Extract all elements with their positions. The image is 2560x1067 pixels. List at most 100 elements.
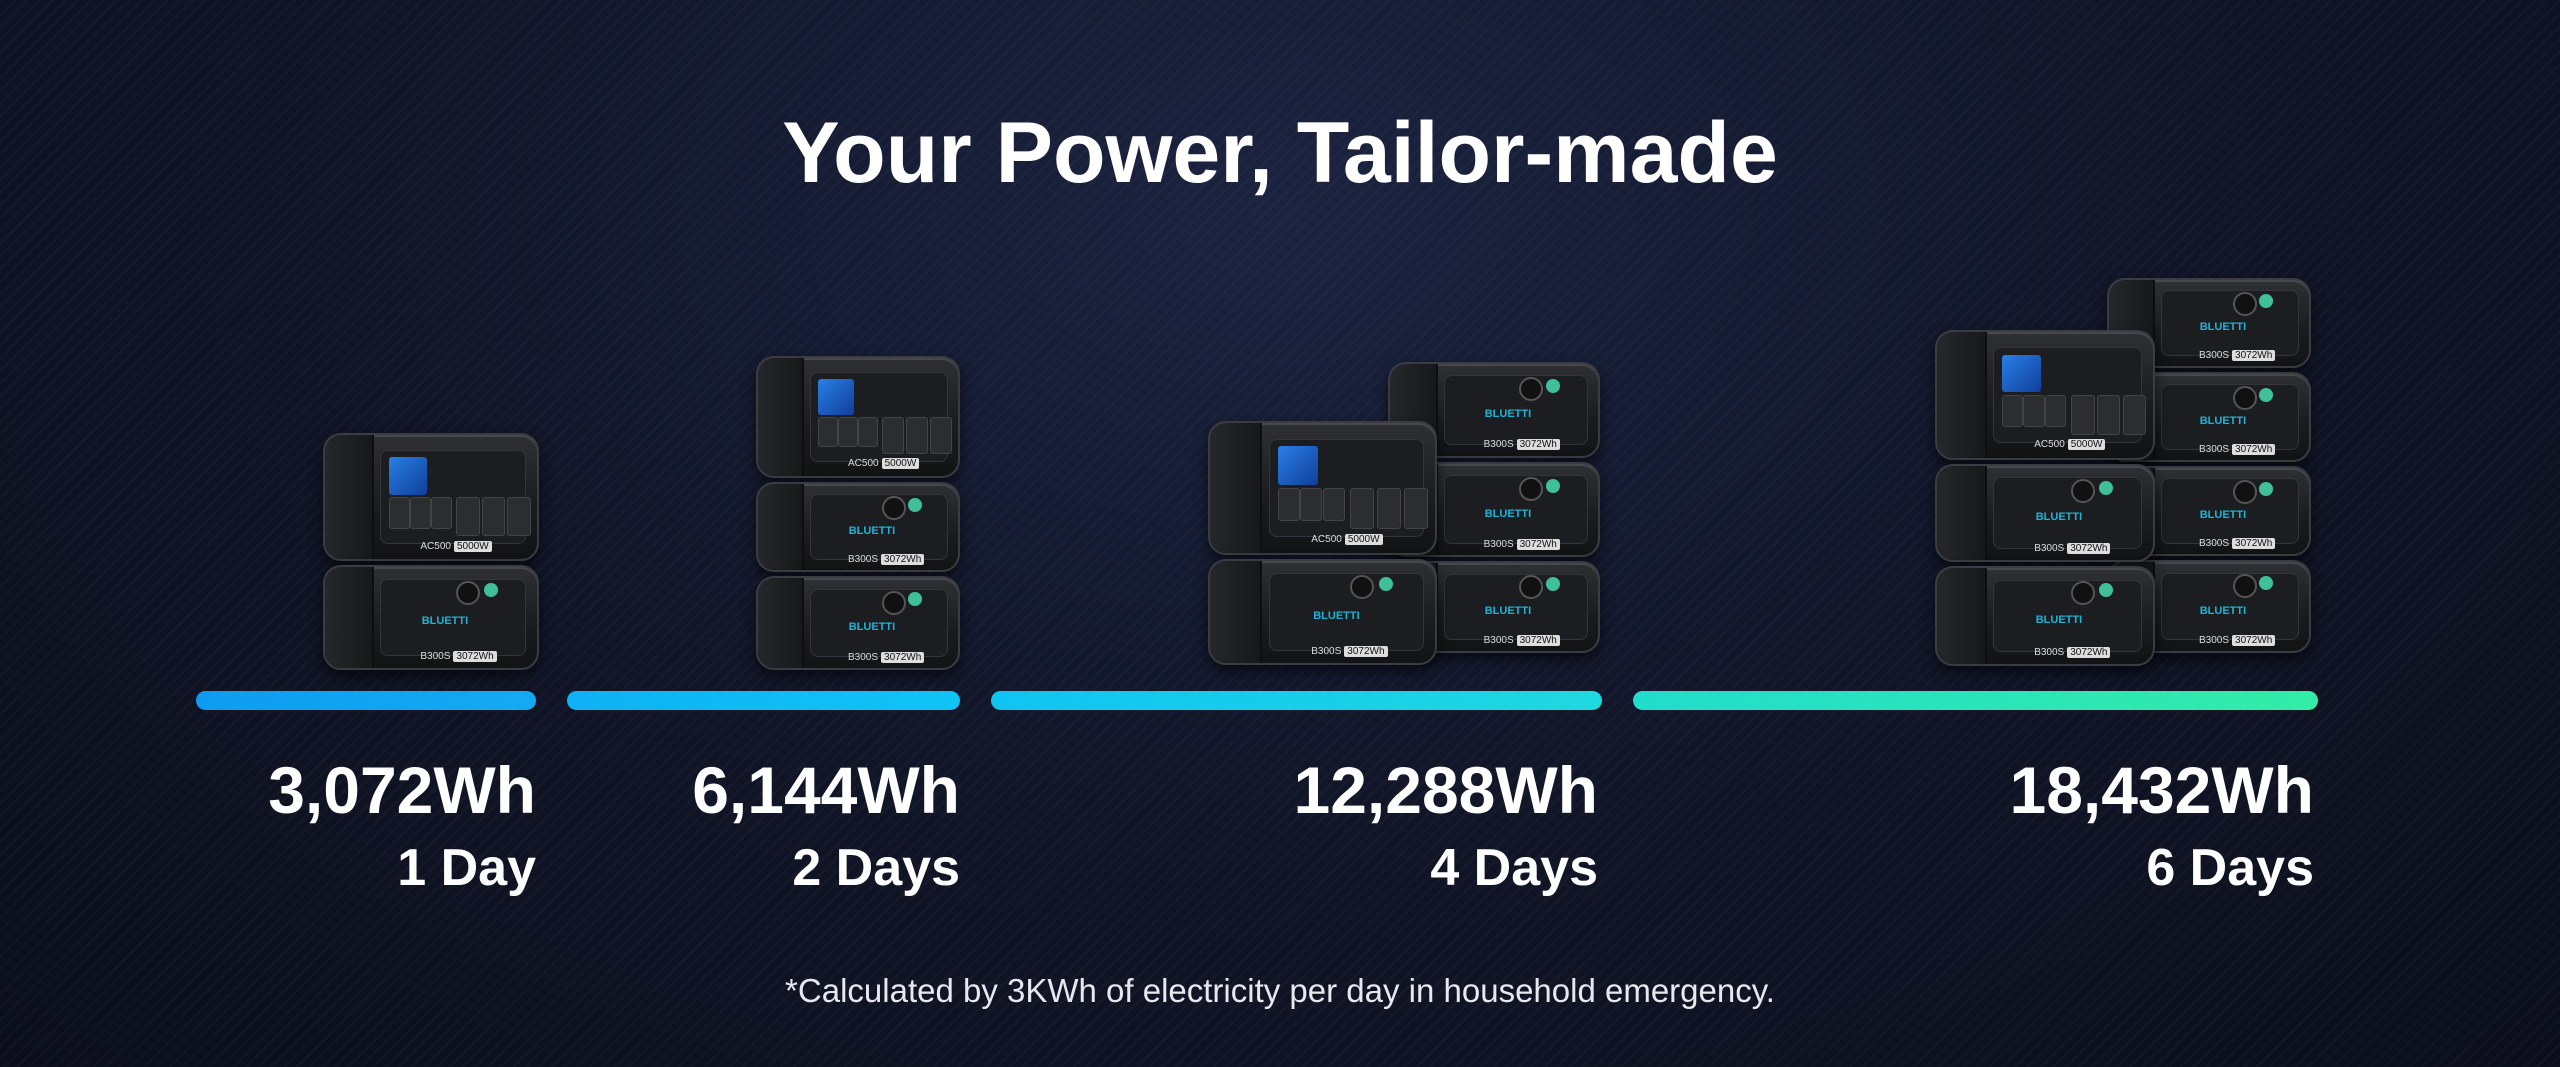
model-name: AC500 [848,457,879,469]
capacity-bar-3 [991,691,1602,710]
lcd-screen [818,379,854,415]
model-name: AC500 [1311,534,1342,546]
handle [1210,423,1262,553]
outlet-icon [2070,395,2095,435]
front-panel [380,579,527,656]
outlet-icon [388,497,410,529]
brand-logo: BLUETTI [1484,507,1532,520]
power-button-icon [2233,480,2257,505]
front-panel [2161,572,2299,641]
front-panel [1444,474,1588,545]
power-button-icon [456,581,481,606]
model-label: B300S 3072Wh [2034,647,2111,659]
model-rating: 3072Wh [1516,634,1560,646]
brand-logo: BLUETTI [1484,408,1532,421]
handle [758,358,804,476]
handle [758,578,804,668]
page-title: Your Power, Tailor-made [782,105,1778,201]
outlet-icon [1349,488,1374,529]
status-led-icon [2259,293,2273,308]
model-rating: 3072Wh [453,650,497,662]
outlet-icon [2096,395,2121,435]
outlet-icon [409,497,431,529]
front-panel [1444,375,1588,445]
model-label: B300S 3072Wh [1311,645,1388,657]
outlet-icon [1300,488,1323,522]
tier-3-capacity: 12,288Wh [1293,753,1598,827]
model-label: B300S 3072Wh [848,553,925,565]
status-led-icon [1546,577,1560,592]
capacity-bar-2 [567,691,960,710]
status-led-icon [908,592,922,607]
model-name: B300S [2199,349,2230,361]
outlet-icon [1322,488,1345,522]
model-label: AC500 5000W [2034,439,2106,451]
model-label: B300S 3072Wh [1483,634,1560,646]
model-label: AC500 5000W [1311,534,1383,546]
tier-2-capacity: 6,144Wh [692,753,960,827]
outlet-icon [858,417,878,448]
brand-logo: BLUETTI [2199,604,2247,617]
brand-logo: BLUETTI [1313,609,1360,622]
brand-logo: BLUETTI [2035,511,2083,524]
power-button-icon [882,496,906,521]
tier-3-duration: 4 Days [1430,839,1598,897]
model-label: AC500 5000W [848,457,920,469]
front-panel [2161,290,2299,356]
model-rating: 3072Wh [1344,645,1388,657]
model-rating: 5000W [1344,534,1383,546]
footnote: *Calculated by 3KWh of electricity per d… [785,972,1775,1009]
model-label: B300S 3072Wh [2199,537,2276,549]
model-label: B300S 3072Wh [2034,543,2111,555]
tier-4-capacity: 18,432Wh [2009,753,2314,827]
front-panel [2161,478,2299,544]
model-rating: 3072Wh [2232,349,2276,361]
model-name: B300S [1483,439,1514,451]
status-led-icon [908,497,922,512]
outlet-icon [1277,488,1300,522]
model-label: B300S 3072Wh [848,651,925,663]
model-name: B300S [2034,543,2065,555]
power-button-icon [1349,575,1374,600]
handle [325,435,374,559]
status-led-icon [2259,576,2273,591]
model-rating: 3072Wh [2067,647,2111,659]
capacity-bar-1 [196,691,536,710]
status-led-icon [1378,577,1393,592]
tier-4-duration: 6 Days [2146,839,2314,897]
lcd-screen [2001,354,2041,393]
outlet-icon [456,497,480,537]
brand-logo: BLUETTI [1484,605,1532,618]
model-rating: 5000W [881,457,920,469]
model-rating: 3072Wh [2232,537,2276,549]
tier-2-duration: 2 Days [792,839,960,897]
model-rating: 3072Wh [1516,538,1560,550]
model-name: B300S [420,650,451,662]
b300s-battery: BLUETTI B300S 3072Wh [756,482,960,572]
model-label: B300S 3072Wh [2199,349,2276,361]
model-name: B300S [2199,537,2230,549]
brand-logo: BLUETTI [2199,321,2247,334]
outlet-icon [2122,395,2147,435]
model-label: B300S 3072Wh [2199,443,2276,455]
front-panel [1993,579,2143,653]
outlet-icon [2001,395,2024,428]
front-panel [1444,573,1588,641]
model-name: B300S [1483,634,1514,646]
brand-logo: BLUETTI [848,621,896,634]
power-button-icon [1518,476,1543,501]
brand-logo: BLUETTI [2035,614,2083,627]
power-button-icon [882,590,906,615]
brand-logo: BLUETTI [848,525,896,538]
model-rating: 3072Wh [2232,443,2276,455]
status-led-icon [2259,387,2273,402]
brand-logo: BLUETTI [2199,509,2247,522]
outlet-icon [1376,488,1401,529]
outlet-icon [481,497,506,537]
status-led-icon [1546,478,1560,493]
handle [758,484,804,570]
model-rating: 3072Wh [2067,543,2111,555]
status-led-icon [1546,378,1560,393]
model-label: B300S 3072Wh [420,650,497,662]
model-rating: 5000W [2067,439,2106,451]
